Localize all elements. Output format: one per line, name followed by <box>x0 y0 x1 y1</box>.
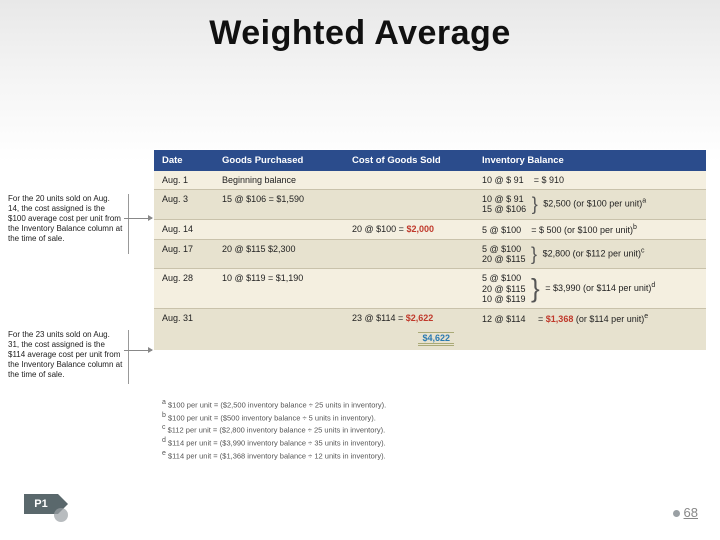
inv-line: 10 @ $119 <box>482 294 526 304</box>
footnote-a: a $100 per unit = ($2,500 inventory bala… <box>162 398 386 411</box>
inv-line: 15 @ $106 <box>482 204 526 214</box>
cell-inv: 12 @ $114 = $1,368 (or $114 per unit)e <box>474 309 706 329</box>
cell-cogs: 23 @ $114 = $2,622 <box>344 309 474 329</box>
cogs-value: $2,622 <box>406 313 434 323</box>
cell-inv: 5 @ $100 20 @ $115 10 @ $119 } = $3,990 … <box>474 269 706 309</box>
cogs-grand-total: $4,622 <box>418 332 454 346</box>
inv-total: = <box>538 314 546 324</box>
inv-summary: $2,800 (or $112 per unit) <box>543 248 641 258</box>
footnote-d: d $114 per unit = ($3,990 inventory bala… <box>162 436 386 449</box>
cell-date: Aug. 1 <box>154 171 214 190</box>
brace-icon: } <box>532 197 538 211</box>
p1-tag: P1 <box>24 494 58 514</box>
inv-line: 10 @ $ 91 <box>482 175 524 185</box>
footnote-e: e $114 per unit = ($1,368 inventory bala… <box>162 449 386 462</box>
cell-date: Aug. 14 <box>154 219 214 239</box>
page-number: 68 <box>673 505 698 520</box>
page-title: Weighted Average <box>0 0 720 53</box>
cell-cogs <box>344 190 474 220</box>
inv-line: 5 @ $100 <box>482 225 521 235</box>
cell-cogs <box>344 171 474 190</box>
cell-goods <box>214 309 344 329</box>
footnote-ref: d <box>651 282 655 289</box>
table-row: Aug. 3 15 @ $106 = $1,590 10 @ $ 91 15 @… <box>154 190 706 220</box>
margin-note-aug14: For the 20 units sold on Aug. 14, the co… <box>8 194 123 254</box>
inv-line: 5 @ $100 <box>482 273 526 283</box>
cell-inv: 5 @ $100 20 @ $115 } $2,800 (or $112 per… <box>474 239 706 269</box>
cell-cogs <box>344 269 474 309</box>
inv-summary: = $3,990 (or $114 per unit) <box>545 283 651 293</box>
cell-date: Aug. 28 <box>154 269 214 309</box>
cell-goods: 10 @ $119 = $1,190 <box>214 269 344 309</box>
inv-stack: 5 @ $100 20 @ $115 10 @ $119 <box>482 273 526 304</box>
cell-inv: 10 @ $ 91 = $ 910 <box>474 171 706 190</box>
arrow-icon <box>124 350 152 351</box>
cogs-prefix: 23 @ $114 = <box>352 313 406 323</box>
cell-inv: 10 @ $ 91 15 @ $106 } $2,500 (or $100 pe… <box>474 190 706 220</box>
cell-goods <box>214 219 344 239</box>
arrow-icon <box>124 218 152 219</box>
inv-line: 20 @ $115 <box>482 254 526 264</box>
inv-stack: 5 @ $100 20 @ $115 <box>482 244 526 265</box>
col-date: Date <box>154 150 214 171</box>
cell-goods: Beginning balance <box>214 171 344 190</box>
col-goods: Goods Purchased <box>214 150 344 171</box>
brace-icon: } <box>531 278 540 299</box>
inv-total: = $ 500 (or $100 per unit) <box>531 225 633 235</box>
cell-goods: 20 @ $115 $2,300 <box>214 239 344 269</box>
table-row: Aug. 14 20 @ $100 = $2,000 5 @ $100 = $ … <box>154 219 706 239</box>
footnote-ref: c <box>641 247 645 254</box>
table-header-row: Date Goods Purchased Cost of Goods Sold … <box>154 150 706 171</box>
footnote-ref: b <box>633 224 637 231</box>
inv-line: 10 @ $ 91 <box>482 194 526 204</box>
cell-date: Aug. 3 <box>154 190 214 220</box>
table-row: Aug. 1 Beginning balance 10 @ $ 91 = $ 9… <box>154 171 706 190</box>
margin-note-aug31: For the 23 units sold on Aug. 31, the co… <box>8 330 123 384</box>
bullet-icon <box>54 508 68 522</box>
cell-date: Aug. 17 <box>154 239 214 269</box>
inv-line: 5 @ $100 <box>482 244 526 254</box>
cogs-prefix: 20 @ $100 = <box>352 224 406 234</box>
table-total-row: $4,622 <box>154 328 706 350</box>
cogs-value: $2,000 <box>406 224 434 234</box>
inv-stack: 10 @ $ 91 15 @ $106 <box>482 194 526 215</box>
inv-summary: $2,500 (or $100 per unit) <box>543 199 642 209</box>
inv-line: 12 @ $114 <box>482 314 526 324</box>
margin-note-text: For the 20 units sold on Aug. 14, the co… <box>8 194 122 243</box>
footnotes: a $100 per unit = ($2,500 inventory bala… <box>162 398 386 461</box>
inventory-table: Date Goods Purchased Cost of Goods Sold … <box>154 150 706 350</box>
inv-total: = $ 910 <box>534 175 564 185</box>
col-cogs: Cost of Goods Sold <box>344 150 474 171</box>
inv-total: (or $114 per unit) <box>573 314 644 324</box>
cell-cogs: 20 @ $100 = $2,000 <box>344 219 474 239</box>
footnote-ref: e <box>644 313 648 320</box>
table-row: Aug. 17 20 @ $115 $2,300 5 @ $100 20 @ $… <box>154 239 706 269</box>
footnote-c: c $112 per unit = ($2,800 inventory bala… <box>162 423 386 436</box>
inv-total-red: $1,368 <box>546 314 574 324</box>
footnote-b: b $100 per unit = ($500 inventory balanc… <box>162 411 386 424</box>
cell-date: Aug. 31 <box>154 309 214 329</box>
footnote-ref: a <box>642 198 646 205</box>
cell-cogs <box>344 239 474 269</box>
col-inv: Inventory Balance <box>474 150 706 171</box>
table-row: Aug. 28 10 @ $119 = $1,190 5 @ $100 20 @… <box>154 269 706 309</box>
table-row: Aug. 31 23 @ $114 = $2,622 12 @ $114 = $… <box>154 309 706 329</box>
inv-line: 20 @ $115 <box>482 284 526 294</box>
margin-note-text: For the 23 units sold on Aug. 31, the co… <box>8 330 122 379</box>
cell-goods: 15 @ $106 = $1,590 <box>214 190 344 220</box>
brace-icon: } <box>531 247 537 261</box>
cell-inv: 5 @ $100 = $ 500 (or $100 per unit)b <box>474 219 706 239</box>
